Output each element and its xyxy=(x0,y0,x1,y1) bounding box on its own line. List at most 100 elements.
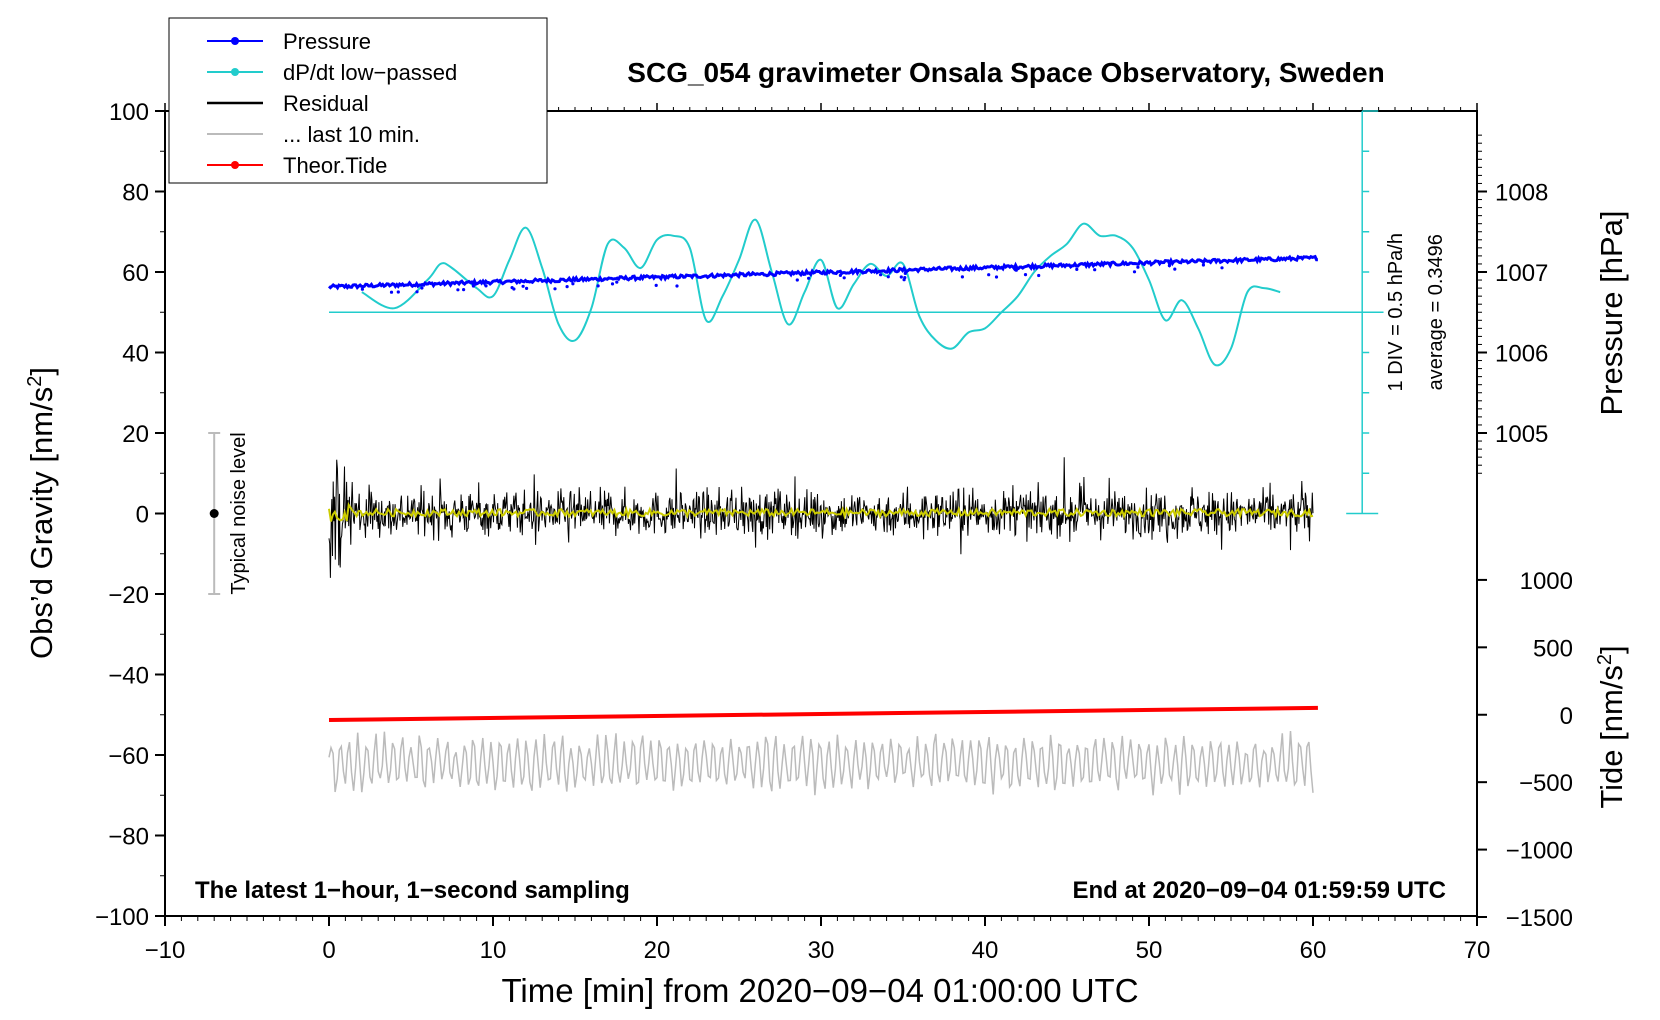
pressure-point xyxy=(1173,267,1177,271)
x-tick-label: 20 xyxy=(644,937,671,964)
dpdt-average-label: average = 0.3496 xyxy=(1425,234,1447,390)
y-axis-label-pressure: Pressure [hPa] xyxy=(1594,210,1629,415)
pressure-point xyxy=(415,290,419,294)
pressure-point xyxy=(596,284,600,288)
pressure-point xyxy=(610,282,615,286)
tide-line xyxy=(328,705,1318,722)
series-layer xyxy=(327,218,1384,796)
pressure-point xyxy=(842,276,846,280)
tide-tick-label: 500 xyxy=(1533,635,1573,662)
pressure-point xyxy=(512,287,516,291)
axes: −10 0 10 20 30 40 50 60 70100806040200−20−40−60−… xyxy=(95,99,1573,964)
y-tick-label: 100 xyxy=(109,99,149,126)
x-tick-label: −10 xyxy=(145,937,186,964)
tide-tick-label: −1000 xyxy=(1506,838,1573,865)
tide-tick-label: 0 xyxy=(1560,703,1573,730)
y-tick-label: −60 xyxy=(108,743,149,770)
legend-marker xyxy=(231,161,239,169)
pressure-point xyxy=(471,284,475,288)
pressure-point xyxy=(1136,265,1140,269)
x-axis-label: Time [min] from 2020−09−04 01:00:00 UTC xyxy=(501,972,1138,1009)
residual-smoothed-line xyxy=(328,501,1314,522)
dpdt-line xyxy=(361,218,1281,367)
legend-label: Residual xyxy=(283,91,369,116)
legend: Pressure dP/dt low−passed Residual ... last… xyxy=(168,17,548,184)
pressure-point xyxy=(899,275,903,279)
legend-box xyxy=(168,17,548,184)
legend-label: dP/dt low−passed xyxy=(283,60,457,85)
pressure-point xyxy=(960,275,965,279)
y-tick-label: 40 xyxy=(122,341,149,368)
last-10-min-line xyxy=(328,730,1314,796)
y-tick-label: 20 xyxy=(122,421,149,448)
pressure-tick-label: 1006 xyxy=(1495,341,1548,368)
pressure-point xyxy=(1037,273,1041,278)
pressure-point xyxy=(903,271,907,275)
y-tick-label: −20 xyxy=(108,582,149,609)
pressure-point xyxy=(675,284,679,288)
y-tick-label: −40 xyxy=(108,663,149,690)
pressure-point xyxy=(420,286,424,290)
pressure-point xyxy=(1075,267,1079,271)
pressure-point xyxy=(1201,263,1205,267)
pressure-point xyxy=(879,273,883,277)
x-tick-label: 60 xyxy=(1300,937,1327,964)
pressure-point xyxy=(389,290,394,294)
y-tick-label: −80 xyxy=(108,824,149,851)
pressure-point xyxy=(654,283,658,287)
y-tick-label: 60 xyxy=(122,260,149,287)
x-tick-label: 70 xyxy=(1464,937,1491,964)
pressure-point xyxy=(521,284,525,288)
pressure-point xyxy=(462,288,466,292)
pressure-point xyxy=(795,278,799,282)
pressure-point xyxy=(553,287,557,291)
pressure-point xyxy=(571,282,575,286)
noise-center-point xyxy=(209,509,219,518)
y-axis-label-gravity: Obs’d Gravity [nm/s2] xyxy=(24,367,59,659)
legend-marker xyxy=(231,68,239,76)
y-axis-label-tide: Tide [nm/s2] xyxy=(1594,645,1629,808)
tide-tick-label: 1000 xyxy=(1520,568,1573,595)
x-tick-label: 50 xyxy=(1136,937,1163,964)
pressure-point xyxy=(1132,270,1137,274)
pressure-point xyxy=(1093,268,1097,272)
tide-tick-label: −1500 xyxy=(1506,905,1573,932)
pressure-point xyxy=(1023,273,1028,277)
tide-tick-label: −500 xyxy=(1519,770,1573,797)
x-tick-label: 10 xyxy=(480,937,507,964)
chart-title: SCG_054 gravimeter Onsala Space Observat… xyxy=(627,57,1384,88)
overlays: 1 DIV = 0.5 hPa/h average = 0.3496 Typical… xyxy=(208,110,1447,595)
pressure-line xyxy=(327,254,1318,291)
x-tick-label: 30 xyxy=(808,937,835,964)
pressure-tick-label: 1007 xyxy=(1495,260,1548,287)
pressure-point xyxy=(456,288,460,292)
pressure-point xyxy=(994,275,999,279)
pressure-point xyxy=(615,280,619,284)
annotation-end-time: End at 2020−09−04 01:59:59 UTC xyxy=(1072,877,1446,904)
x-tick-label: 40 xyxy=(972,937,999,964)
legend-label: ... last 10 min. xyxy=(283,122,420,147)
annotation-sampling: The latest 1−hour, 1−second sampling xyxy=(195,877,630,904)
pressure-point xyxy=(1014,268,1018,272)
pressure-point xyxy=(886,275,890,279)
pressure-point xyxy=(987,273,991,277)
legend-label: Pressure xyxy=(283,29,371,54)
pressure-point xyxy=(1167,264,1171,268)
pressure-point xyxy=(484,284,488,288)
pressure-point xyxy=(525,286,529,290)
pressure-tick-label: 1008 xyxy=(1495,180,1548,207)
pressure-point xyxy=(396,290,400,294)
pressure-point xyxy=(807,276,811,280)
y-tick-label: 80 xyxy=(122,180,149,207)
pressure-point xyxy=(838,273,843,277)
pressure-tick-label: 1005 xyxy=(1495,421,1548,448)
pressure-point xyxy=(902,278,906,282)
y-tick-label: −100 xyxy=(95,904,149,931)
legend-label: Theor.Tide xyxy=(283,153,387,178)
noise-level-label: Typical noise level xyxy=(228,432,250,594)
x-tick-label: 0 xyxy=(322,937,335,964)
pressure-point xyxy=(1220,266,1224,270)
pressure-point xyxy=(360,287,364,291)
pressure-point xyxy=(565,285,569,289)
y-tick-label: 0 xyxy=(136,502,149,529)
